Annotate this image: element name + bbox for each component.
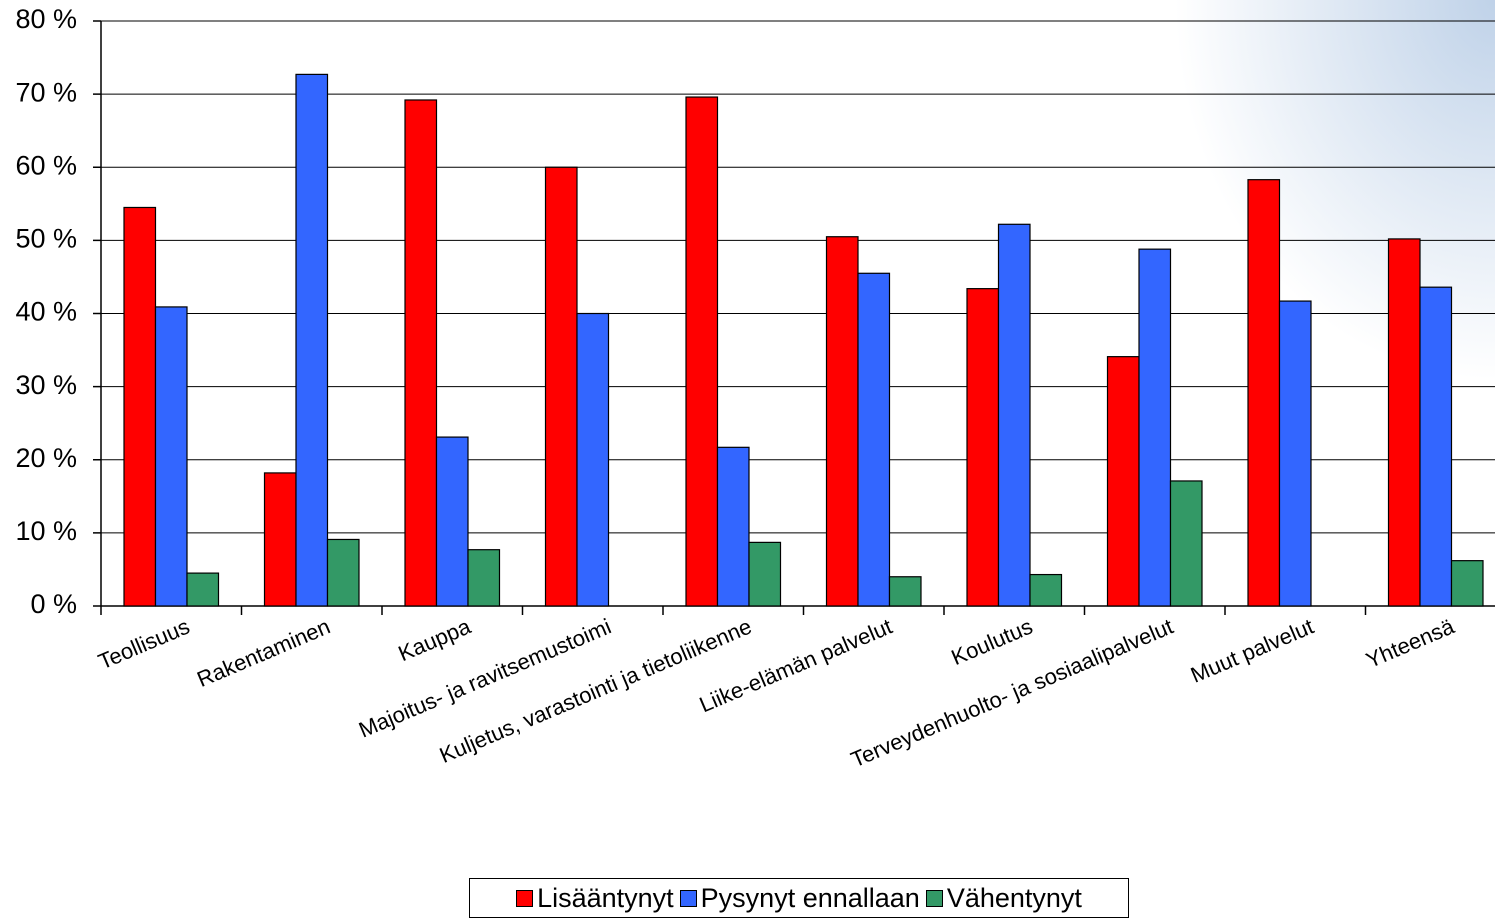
bar [435,436,469,607]
bar [544,166,578,607]
bar [467,549,501,607]
legend-swatch-lisaantynyt [516,889,534,907]
bar [1138,248,1172,607]
legend-label-pysynyt: Pysynyt ennallaan [700,882,920,913]
bar [1450,560,1484,607]
bar [576,312,610,607]
bar [1278,300,1312,607]
x-tick-label: Yhteensä [1362,613,1458,673]
bar [295,73,329,607]
bar [997,223,1031,607]
x-tick-label: Kauppa [395,613,475,666]
bar [1419,286,1453,607]
x-tick-label: Teollisuus [95,614,194,675]
bar [123,206,157,607]
legend-swatch-pysynyt [679,889,697,907]
bar [685,96,719,607]
y-tick-label: 0 % [30,589,77,619]
bar [326,538,360,607]
bar [1029,573,1063,607]
bar [1387,238,1421,607]
legend-label-vahentynyt: Vähentynyt [946,882,1082,913]
x-tick-label: Muut palvelut [1187,614,1317,688]
bar [716,446,750,607]
x-tick-label: Rakentaminen [193,614,333,692]
y-tick-label: 30 % [15,370,77,400]
bar [186,572,220,607]
y-tick-label: 40 % [15,297,77,327]
y-tick-label: 70 % [15,77,77,107]
y-tick-label: 60 % [15,150,77,180]
bar [748,541,782,607]
y-tick-label: 50 % [15,224,77,254]
legend-item-lisaantynyt: Lisääntynyt [516,883,674,914]
legend-swatch-vahentynyt [925,889,943,907]
bar [888,576,922,607]
bar [857,272,891,607]
legend-item-vahentynyt: Vähentynyt [925,882,1082,914]
bar [404,99,438,607]
y-tick-label: 80 % [15,4,77,34]
y-tick-label: 10 % [15,516,77,546]
legend-item-pysynyt: Pysynyt ennallaan [679,882,920,914]
legend: Lisääntynyt Pysynyt ennallaan Vähentynyt [469,878,1129,918]
bar [1247,179,1281,607]
y-tick-label: 20 % [15,443,77,473]
bar [1106,356,1140,607]
bar-chart: 0 % 10 % 20 % 30 % 40 % 50 % 60 % 70 % 80 % Teoll… [15,4,1495,772]
bar [825,236,859,607]
x-tick-label: Koulutus [948,614,1037,670]
bar [263,472,297,607]
bar [1169,480,1203,607]
bar [154,306,188,607]
bar [966,288,1000,607]
legend-label-lisaantynyt: Lisääntynyt [537,882,674,913]
